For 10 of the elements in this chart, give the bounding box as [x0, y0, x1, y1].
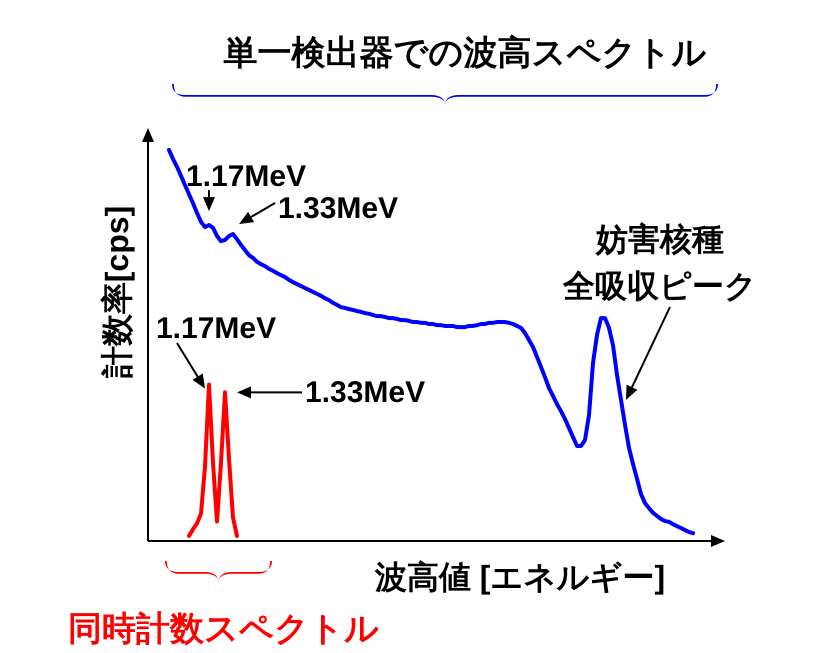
x-axis-title: 波高値 [エネルギー] — [374, 559, 666, 595]
annotation: 1.33MeV — [278, 192, 398, 225]
annotation: 全吸収ピーク — [562, 268, 757, 304]
chart-title: 単一検出器での波高スペクトル — [224, 34, 706, 72]
y-axis-title: 計数率[cps] — [99, 206, 135, 380]
annotation: 1.17MeV — [156, 312, 276, 345]
annotation: 1.33MeV — [305, 376, 426, 409]
text: 同時計数スペクトル — [68, 610, 379, 648]
annotation: 妨害核種 — [595, 221, 724, 257]
annotation: 1.17MeV — [186, 160, 306, 193]
